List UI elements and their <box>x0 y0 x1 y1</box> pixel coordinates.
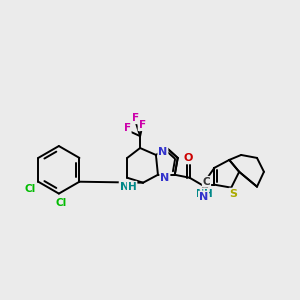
Text: H: H <box>128 182 136 192</box>
Text: N: N <box>158 147 167 157</box>
Text: Cl: Cl <box>55 197 67 208</box>
Text: O: O <box>184 153 193 163</box>
Text: N: N <box>120 182 129 192</box>
Text: N: N <box>196 189 205 199</box>
Text: F: F <box>124 123 131 133</box>
Text: F: F <box>139 120 145 130</box>
Text: N: N <box>199 192 208 202</box>
Text: N: N <box>160 173 170 183</box>
Text: Cl: Cl <box>25 184 36 194</box>
Text: H: H <box>204 189 213 199</box>
Text: F: F <box>132 113 139 123</box>
Text: C: C <box>203 177 210 187</box>
Text: S: S <box>229 189 237 199</box>
